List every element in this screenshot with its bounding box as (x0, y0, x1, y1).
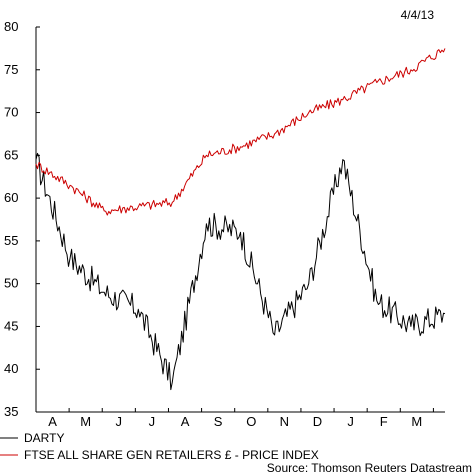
source-note: Source: Thomson Reuters Datastream (267, 461, 472, 475)
y-tick-label: 80 (4, 19, 18, 34)
series-line-darty (35, 152, 446, 391)
x-tick-label: O (246, 414, 256, 429)
x-tick-label: A (48, 414, 57, 429)
legend-label-ftse: FTSE ALL SHARE GEN RETAILERS £ - PRICE I… (24, 448, 319, 462)
x-tick-label: F (380, 414, 388, 429)
x-tick-label: J (116, 414, 123, 429)
legend: DARTY FTSE ALL SHARE GEN RETAILERS £ - P… (0, 431, 319, 462)
y-axis: 35 40 45 50 55 60 65 70 75 80 (4, 19, 40, 419)
y-tick-label: 65 (4, 147, 18, 162)
y-tick-label: 70 (4, 105, 18, 120)
y-tick-label: 60 (4, 190, 18, 205)
x-tick-label: M (411, 414, 422, 429)
y-tick-label: 40 (4, 361, 18, 376)
y-tick-label: 75 (4, 62, 18, 77)
x-tick-label: J (149, 414, 156, 429)
y-tick-label: 45 (4, 318, 18, 333)
x-tick-label: N (280, 414, 289, 429)
x-tick-label: S (214, 414, 223, 429)
series-layer (35, 48, 446, 391)
x-tick-label: D (313, 414, 322, 429)
x-tick-label: A (181, 414, 190, 429)
plot-frame (35, 27, 445, 413)
y-tick-label: 50 (4, 276, 18, 291)
date-label: 4/4/13 (401, 8, 435, 22)
x-tick-label: M (80, 414, 91, 429)
x-tick-label: J (347, 414, 354, 429)
legend-label-darty: DARTY (24, 431, 64, 445)
y-tick-label: 35 (4, 404, 18, 419)
series-line-ftse-gen-retailers (35, 48, 446, 216)
y-tick-label: 55 (4, 233, 18, 248)
